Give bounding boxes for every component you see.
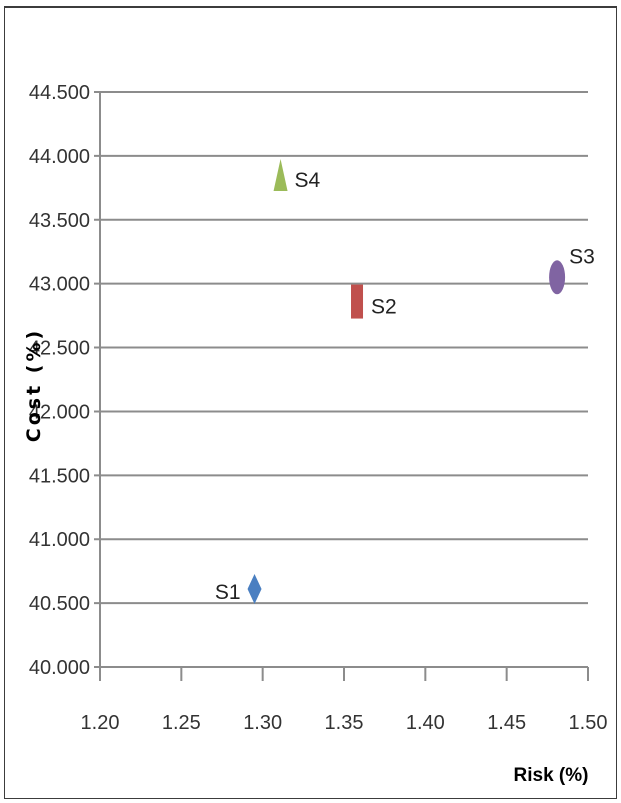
data-point-s4-label: S4	[295, 169, 321, 192]
data-point-s2-label: S2	[371, 296, 397, 319]
data-point-s1-label: S1	[215, 581, 241, 604]
data-points	[247, 159, 566, 605]
x-tick-label: 1.25	[162, 712, 201, 734]
data-point-s3	[549, 260, 566, 295]
y-axis-title: Cost (%)	[23, 328, 45, 442]
x-tick-label: 1.50	[569, 712, 608, 734]
gridlines	[94, 91, 588, 668]
y-tick-label: 43.500	[29, 210, 90, 232]
x-axis-title: Risk (%)	[514, 765, 589, 786]
x-tick-label: 1.45	[487, 712, 526, 734]
axes	[99, 92, 589, 681]
y-tick-label: 41.000	[29, 529, 90, 551]
y-tick-label: 41.500	[29, 465, 90, 487]
x-tick-labels: 1.20 1.25 1.30 1.35 1.40 1.45 1.50	[81, 712, 608, 734]
y-tick-label: 42.500	[29, 338, 90, 360]
y-tick-label: 43.000	[29, 274, 90, 296]
data-point-s2	[351, 284, 364, 319]
y-tick-label: 40.500	[29, 593, 90, 615]
data-point-s1	[247, 574, 262, 605]
y-tick-labels: 40.000 40.500 41.000 41.500 42.000 42.500 43.0…	[29, 82, 90, 679]
y-tick-label: 44.500	[29, 82, 90, 104]
y-tick-label: 40.000	[29, 657, 90, 679]
y-tick-label: 44.000	[29, 146, 90, 168]
data-point-labels: S1 S2 S3 S4	[215, 169, 595, 604]
data-point-s3-label: S3	[569, 245, 595, 268]
y-tick-label: 42.000	[29, 401, 90, 423]
x-tick-label: 1.20	[81, 712, 120, 734]
x-tick-label: 1.40	[406, 712, 445, 734]
x-tick-label: 1.35	[325, 712, 364, 734]
data-point-s4	[273, 159, 288, 192]
x-tick-label: 1.30	[243, 712, 282, 734]
